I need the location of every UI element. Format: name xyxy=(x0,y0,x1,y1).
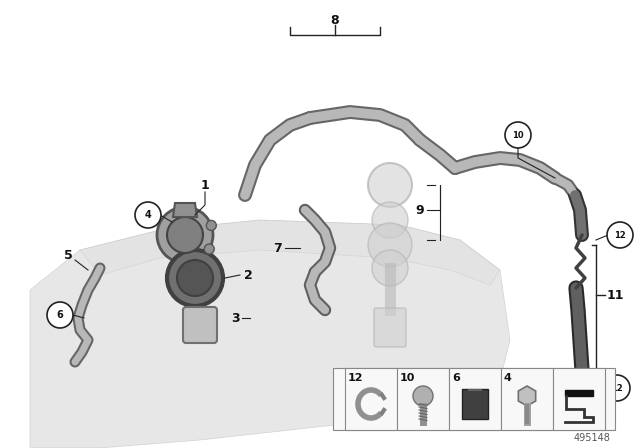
Circle shape xyxy=(413,386,433,406)
Circle shape xyxy=(607,222,633,248)
Text: 8: 8 xyxy=(331,13,339,26)
Text: 4: 4 xyxy=(145,210,152,220)
Circle shape xyxy=(372,250,408,286)
FancyBboxPatch shape xyxy=(374,308,406,347)
Circle shape xyxy=(135,202,161,228)
Polygon shape xyxy=(173,203,197,217)
Circle shape xyxy=(47,302,73,328)
Text: 9: 9 xyxy=(416,203,424,216)
Circle shape xyxy=(167,217,203,253)
Text: 5: 5 xyxy=(63,249,72,262)
Polygon shape xyxy=(565,390,593,396)
Text: 11: 11 xyxy=(606,289,624,302)
Text: 3: 3 xyxy=(230,311,239,324)
Bar xyxy=(501,368,553,430)
Bar xyxy=(553,368,605,430)
FancyBboxPatch shape xyxy=(183,307,217,343)
Circle shape xyxy=(167,250,223,306)
Text: 1: 1 xyxy=(200,178,209,191)
Circle shape xyxy=(368,163,412,207)
FancyBboxPatch shape xyxy=(462,389,488,419)
Circle shape xyxy=(157,207,213,263)
Text: 10: 10 xyxy=(512,130,524,139)
Text: 6: 6 xyxy=(56,310,63,320)
Circle shape xyxy=(204,244,214,254)
FancyBboxPatch shape xyxy=(333,368,615,430)
Circle shape xyxy=(604,375,630,401)
Polygon shape xyxy=(80,220,500,285)
Text: 7: 7 xyxy=(274,241,282,254)
Text: 4: 4 xyxy=(504,373,512,383)
Circle shape xyxy=(368,223,412,267)
Bar xyxy=(397,368,449,430)
Bar xyxy=(449,368,501,430)
Circle shape xyxy=(505,122,531,148)
Circle shape xyxy=(177,260,213,296)
Text: 495148: 495148 xyxy=(573,433,610,443)
Text: 10: 10 xyxy=(400,373,415,383)
Polygon shape xyxy=(518,386,536,406)
Text: 12: 12 xyxy=(614,231,626,240)
Text: 12: 12 xyxy=(611,383,623,392)
Circle shape xyxy=(372,202,408,238)
Bar xyxy=(345,368,397,430)
Text: 12: 12 xyxy=(348,373,364,383)
Text: 2: 2 xyxy=(244,268,252,281)
Circle shape xyxy=(206,220,216,230)
Text: 6: 6 xyxy=(452,373,460,383)
Polygon shape xyxy=(30,220,510,448)
